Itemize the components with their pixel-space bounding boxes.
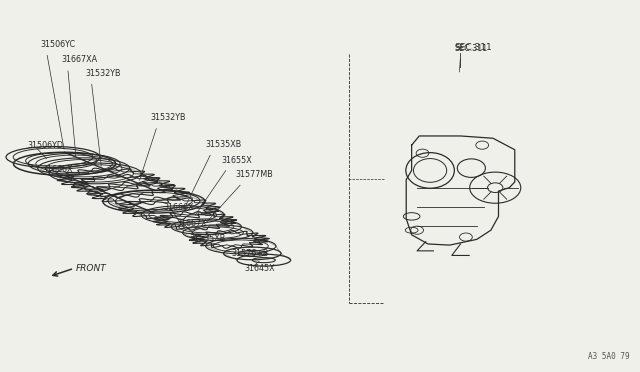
Text: SEC.311: SEC.311 xyxy=(454,44,487,52)
Text: 31645X: 31645X xyxy=(244,264,275,273)
Text: A3 5A0 79: A3 5A0 79 xyxy=(588,352,630,361)
Text: 31535XB: 31535XB xyxy=(205,140,241,149)
Text: 31576+B: 31576+B xyxy=(232,249,269,258)
Text: 31577MB: 31577MB xyxy=(236,170,273,179)
Text: 31506YC: 31506YC xyxy=(40,40,76,49)
Text: 31666X: 31666X xyxy=(42,165,73,174)
Text: 31667X: 31667X xyxy=(176,219,207,228)
Text: 31532YB: 31532YB xyxy=(151,113,186,122)
Text: 31532YB: 31532YB xyxy=(85,69,120,78)
Text: SEC.311: SEC.311 xyxy=(454,43,492,52)
Text: 31535XB: 31535XB xyxy=(189,234,225,243)
Text: FRONT: FRONT xyxy=(76,264,107,273)
Text: 31655X: 31655X xyxy=(221,155,252,164)
Text: 31667XA: 31667XA xyxy=(61,55,97,64)
Text: 31666X: 31666X xyxy=(164,203,194,212)
Text: 31506YD: 31506YD xyxy=(28,141,63,150)
